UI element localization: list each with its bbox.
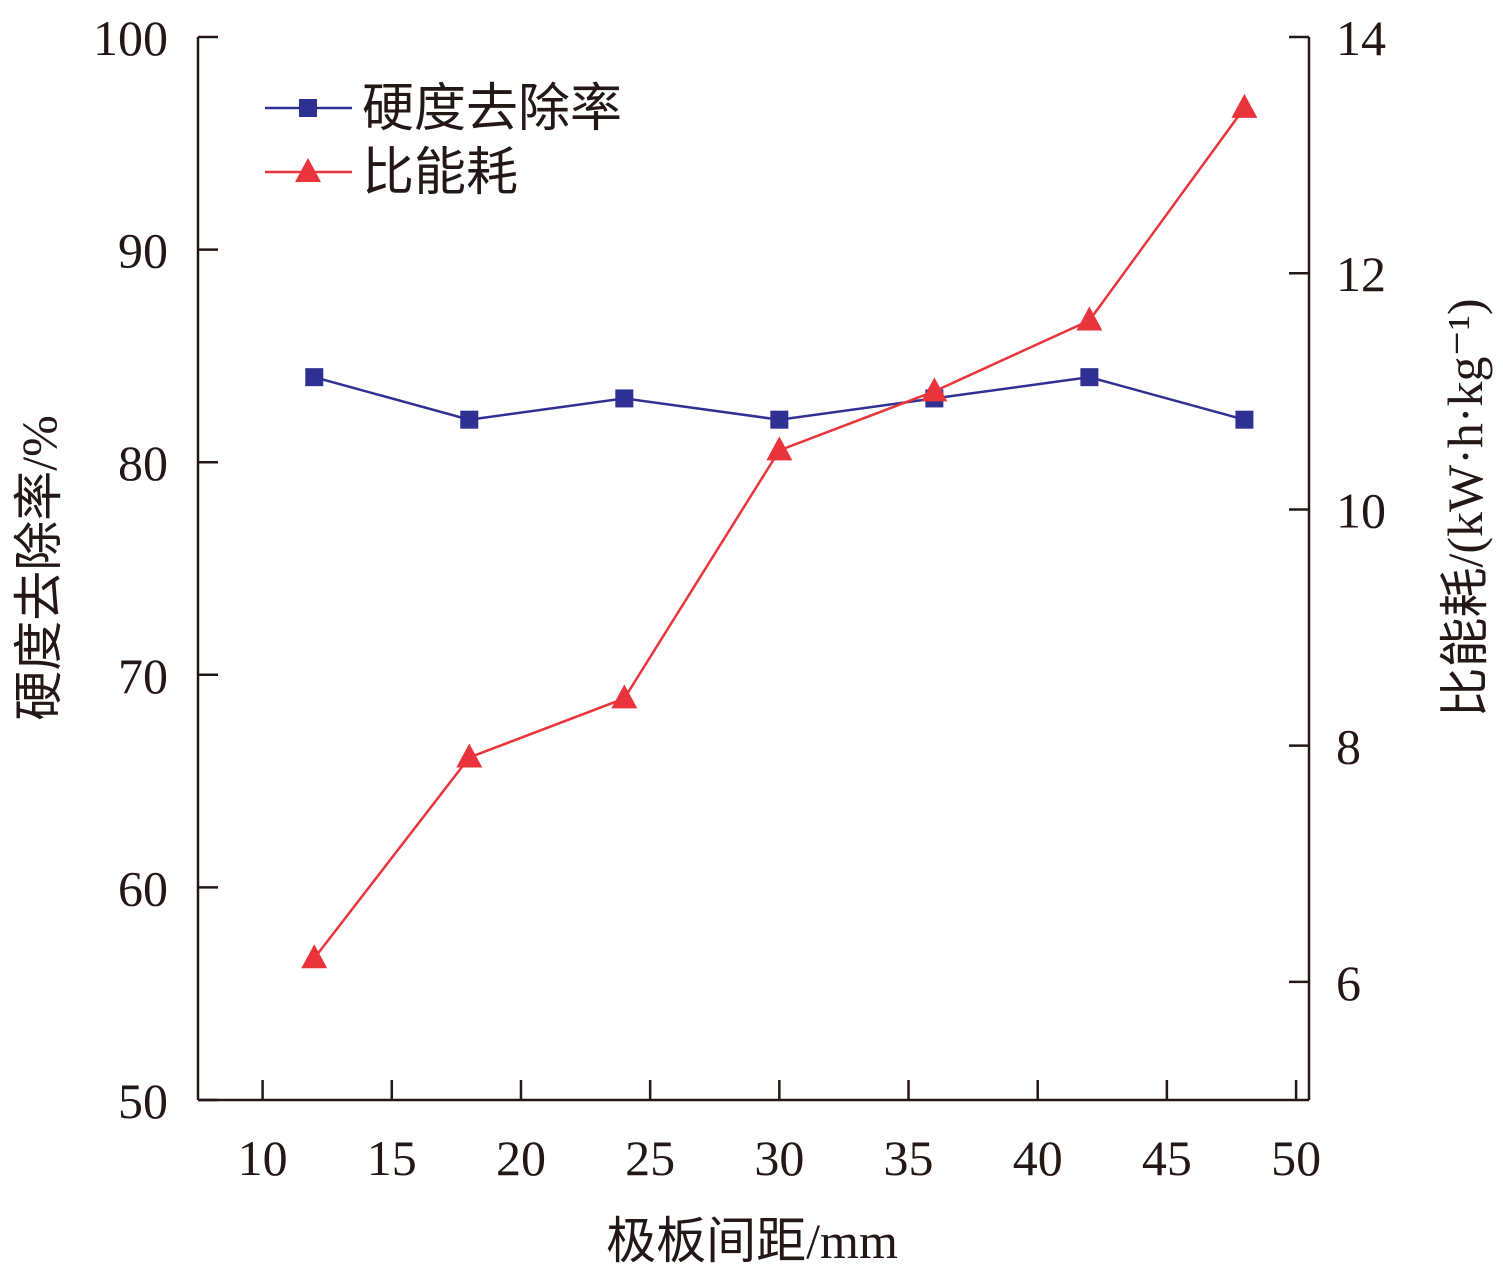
y-right-tick-label: 6 — [1336, 955, 1361, 1011]
data-point — [456, 743, 483, 768]
data-point — [770, 410, 789, 429]
legend-marker — [299, 99, 317, 117]
x-tick-label: 20 — [496, 1130, 546, 1186]
x-tick-label: 50 — [1271, 1130, 1321, 1186]
y-left-tick-label: 100 — [93, 10, 168, 66]
data-point — [611, 684, 638, 709]
series-energy-consumption — [301, 93, 1258, 969]
data-point — [301, 944, 328, 969]
data-point — [766, 436, 793, 461]
y-left-tick-label: 60 — [118, 860, 168, 916]
data-point — [460, 410, 479, 429]
y-left-tick-label: 50 — [118, 1073, 168, 1129]
y-left-axis-title: 硬度去除率/% — [11, 415, 67, 721]
y-right-tick-label: 12 — [1336, 246, 1386, 302]
x-tick-label: 40 — [1013, 1130, 1063, 1186]
data-point — [1080, 368, 1099, 387]
x-tick-label: 10 — [238, 1130, 288, 1186]
series-hardness-removal — [305, 368, 1254, 429]
data-point — [615, 389, 634, 408]
legend-item: 硬度去除率 — [265, 81, 622, 138]
series-line — [313, 107, 1246, 960]
data-point — [1235, 410, 1254, 429]
x-tick-label: 15 — [367, 1130, 417, 1186]
data-point — [921, 377, 948, 402]
y-left-tick-label: 70 — [118, 648, 168, 704]
y-right-tick-label: 14 — [1336, 10, 1386, 66]
legend-label: 比能耗 — [362, 145, 518, 202]
legend-label: 硬度去除率 — [362, 81, 622, 138]
y-right-tick-label: 8 — [1336, 719, 1361, 775]
y-left-tick-label: 90 — [118, 223, 168, 279]
y-right-tick-label: 10 — [1336, 482, 1386, 538]
legend-marker — [295, 158, 321, 182]
x-tick-label: 25 — [625, 1130, 675, 1186]
data-point — [305, 368, 324, 387]
legend-item: 比能耗 — [265, 145, 518, 202]
data-point — [1231, 93, 1258, 118]
x-tick-label: 35 — [884, 1130, 934, 1186]
y-right-axis-title: 比能耗/(kW·h·kg⁻¹) — [1437, 298, 1493, 717]
x-axis-title: 极板间距/mm — [606, 1213, 898, 1269]
y-left-tick-label: 80 — [118, 435, 168, 491]
series-layer — [301, 93, 1258, 969]
axes: 10 15 20 25 30 35 40 45 50 50 60 70 80 90 100 6 8 10 12 14 — [93, 10, 1386, 1186]
x-tick-label: 45 — [1142, 1130, 1192, 1186]
data-point — [1076, 306, 1103, 331]
x-tick-label: 30 — [754, 1130, 804, 1186]
